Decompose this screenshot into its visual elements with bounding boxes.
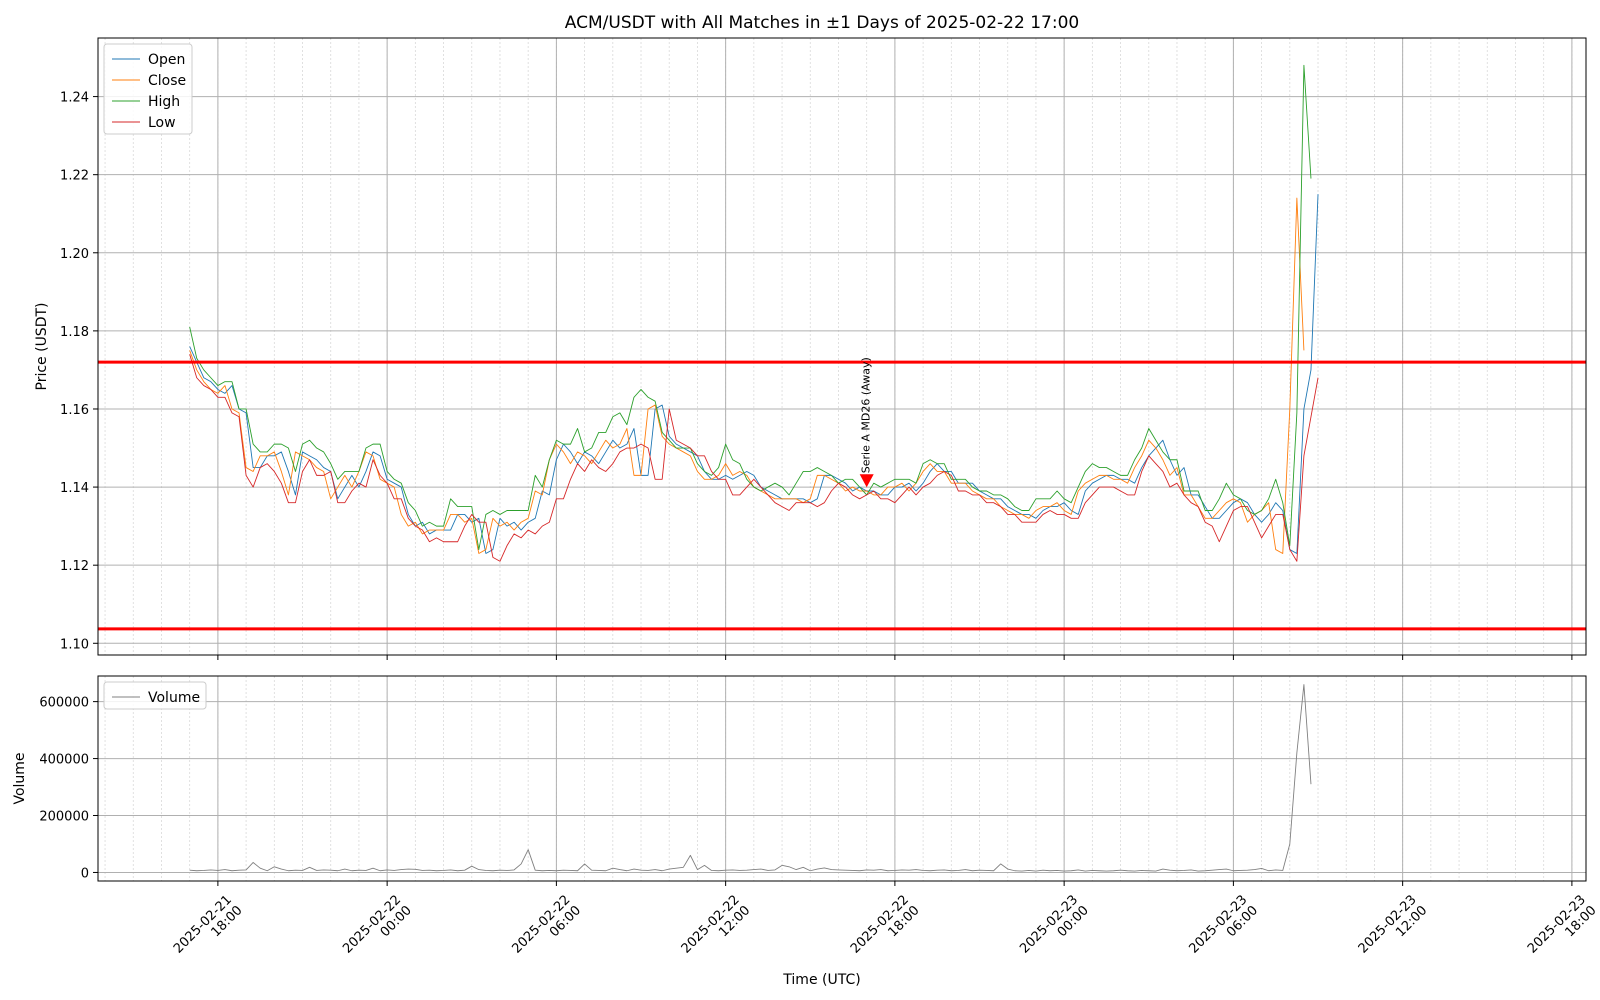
y-tick-label: 1.24 bbox=[60, 91, 89, 106]
legend-box bbox=[103, 681, 207, 710]
x-axis-label: Time (UTC) bbox=[782, 972, 860, 988]
y-tick-label: 1.20 bbox=[60, 247, 89, 262]
y-tick-label: 200000 bbox=[39, 810, 89, 825]
x-tick-label: 2025-02-2212:00 bbox=[679, 892, 754, 967]
legend-label-high: High bbox=[148, 94, 180, 110]
y-tick-label: 1.12 bbox=[60, 559, 89, 574]
y-axis-label: Volume bbox=[12, 752, 28, 804]
series-line-high bbox=[189, 64, 1312, 551]
series-group bbox=[189, 684, 1312, 872]
legend-box bbox=[103, 43, 193, 135]
price-panel: 1.10 1.12 1.14 1.16 1.18 1.20 1.22 1.24 Price (U… bbox=[34, 37, 1587, 660]
match-annotation-label: Serie A MD26 (Away) bbox=[860, 357, 873, 473]
x-tick-label: 2025-02-2200:00 bbox=[340, 892, 415, 967]
y-tick-label: 400000 bbox=[39, 753, 89, 768]
match-marker bbox=[859, 474, 874, 488]
plot-frame bbox=[97, 37, 1587, 656]
x-tick-label: 2025-02-2218:00 bbox=[848, 892, 923, 967]
x-tick-label: 2025-02-2300:00 bbox=[1017, 892, 1092, 967]
series-line-volume bbox=[189, 684, 1312, 872]
series-line-open bbox=[189, 194, 1319, 554]
y-tick-label: 0 bbox=[81, 866, 89, 881]
y-tick-label: 1.10 bbox=[60, 637, 89, 652]
x-tick-label: 2025-02-2318:00 bbox=[1525, 892, 1600, 967]
y-tick-label: 1.22 bbox=[60, 169, 89, 184]
y-tick-label: 1.18 bbox=[60, 325, 89, 340]
y-axis-label: Price (USDT) bbox=[34, 303, 50, 391]
y-tick-label: 1.14 bbox=[60, 481, 89, 496]
series-line-close bbox=[189, 197, 1305, 554]
x-tick-label: 2025-02-2306:00 bbox=[1186, 892, 1261, 967]
x-tick-label: 2025-02-2206:00 bbox=[509, 892, 584, 967]
legend-label-low: Low bbox=[148, 115, 176, 131]
x-tick-label: 2025-02-2118:00 bbox=[171, 892, 246, 967]
x-tick-label: 2025-02-2312:00 bbox=[1356, 892, 1431, 967]
y-tick-label: 600000 bbox=[39, 696, 89, 711]
chart-title: ACM/USDT with All Matches in ±1 Days of … bbox=[565, 13, 1079, 33]
series-group bbox=[98, 64, 1586, 631]
series-line-low bbox=[189, 354, 1319, 562]
legend-label-close: Close bbox=[148, 73, 186, 89]
volume-panel: 0 200000 400000 600000 Volume Volume 2025-02-2… bbox=[12, 675, 1600, 967]
plot-frame bbox=[97, 675, 1587, 882]
legend-label-open: Open bbox=[148, 52, 185, 68]
legend-label-volume: Volume bbox=[148, 690, 200, 706]
y-tick-label: 1.16 bbox=[60, 403, 89, 418]
